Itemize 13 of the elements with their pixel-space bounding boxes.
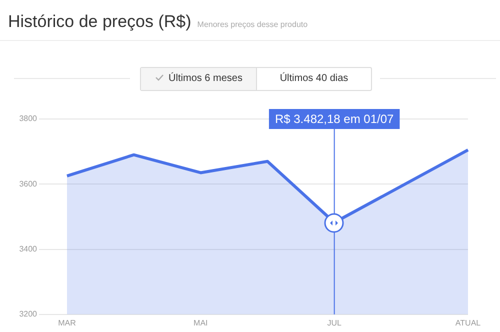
x-tick-label: ATUAL	[455, 318, 482, 328]
text: Últimos 40 dias	[278, 71, 350, 86]
x-tick-label: MAI	[194, 318, 208, 328]
y-tick-label: 3200	[19, 310, 38, 319]
y-tick-label: 3600	[19, 179, 38, 188]
chart-title: Histórico de preços (R$)	[8, 12, 192, 31]
y-tick-label: 3800	[19, 114, 38, 124]
x-tick-label: JUL	[327, 318, 342, 328]
text: Últimos 6 meses	[168, 73, 242, 84]
ref-line-label: R$ 3.482,18 em 01/07	[274, 112, 394, 126]
x-tick-label: MAR	[58, 318, 76, 328]
chart-subtitle: Menores preços desse produto	[197, 20, 308, 29]
y-tick-label: 3400	[19, 244, 38, 254]
